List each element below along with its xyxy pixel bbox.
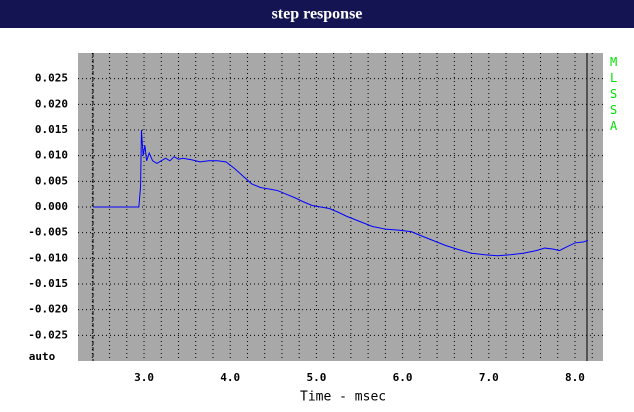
x-tick-label: 4.0 — [220, 371, 240, 384]
y-tick-label: 0.025 — [35, 72, 68, 85]
y-tick-label: -0.025 — [28, 328, 68, 341]
y-tick-label: 0.015 — [35, 123, 68, 136]
y-tick-label: 0.020 — [35, 97, 68, 110]
x-tick-label: 7.0 — [479, 371, 499, 384]
y-tick-label: -0.020 — [28, 303, 68, 316]
x-axis-label: Time - msec — [300, 390, 386, 405]
plot-area — [78, 53, 603, 361]
x-tick-label: 6.0 — [393, 371, 413, 384]
y-tick-label: 0.000 — [35, 200, 68, 213]
y-tick-label: 0.005 — [35, 174, 68, 187]
y-tick-label: -0.005 — [28, 226, 68, 239]
chart-title: step response — [272, 6, 363, 23]
x-tick-label: 3.0 — [134, 371, 154, 384]
x-tick-label: 8.0 — [565, 371, 585, 384]
y-tick-label: -0.015 — [28, 277, 68, 290]
y-tick-label: 0.010 — [35, 149, 68, 162]
title-bar — [0, 0, 634, 28]
x-tick-label: 5.0 — [306, 371, 326, 384]
data-line — [93, 129, 589, 257]
y-auto-label: auto — [29, 350, 56, 363]
y-tick-label: -0.010 — [28, 251, 68, 264]
